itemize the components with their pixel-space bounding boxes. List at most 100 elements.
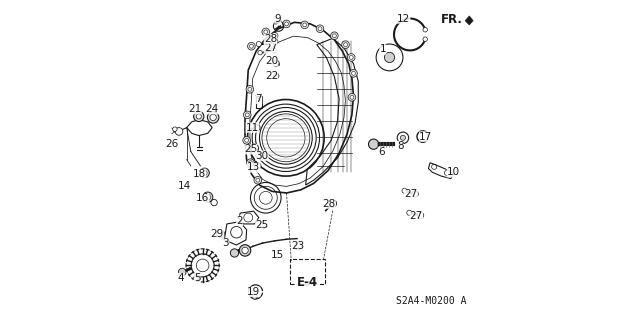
- Circle shape: [271, 33, 278, 39]
- Circle shape: [348, 54, 355, 61]
- Circle shape: [344, 43, 348, 47]
- Text: 26: 26: [165, 139, 179, 149]
- Circle shape: [251, 144, 259, 152]
- Circle shape: [256, 153, 262, 159]
- Circle shape: [250, 44, 253, 48]
- Circle shape: [283, 20, 291, 28]
- Text: 7: 7: [255, 94, 262, 104]
- Circle shape: [210, 114, 216, 121]
- Circle shape: [412, 191, 419, 197]
- Circle shape: [194, 111, 204, 122]
- Circle shape: [350, 95, 354, 99]
- Text: 24: 24: [205, 104, 219, 114]
- Polygon shape: [465, 16, 473, 25]
- Circle shape: [332, 34, 336, 38]
- Text: S2A4-M0200 A: S2A4-M0200 A: [396, 296, 467, 306]
- Circle shape: [173, 127, 177, 131]
- Circle shape: [271, 38, 278, 45]
- Text: 20: 20: [265, 56, 278, 66]
- Circle shape: [196, 114, 202, 119]
- Text: 9: 9: [275, 13, 281, 24]
- Circle shape: [401, 135, 406, 140]
- Circle shape: [273, 60, 279, 66]
- Text: 3: 3: [223, 238, 229, 248]
- Circle shape: [200, 168, 209, 178]
- Circle shape: [260, 222, 266, 228]
- Text: 23: 23: [292, 241, 305, 251]
- Text: 8: 8: [397, 141, 404, 151]
- Text: 18: 18: [193, 169, 206, 179]
- Circle shape: [369, 139, 379, 149]
- Circle shape: [285, 22, 289, 26]
- Circle shape: [402, 188, 407, 193]
- Circle shape: [407, 210, 412, 215]
- Circle shape: [385, 52, 395, 63]
- Circle shape: [349, 70, 357, 77]
- Text: 16: 16: [196, 193, 209, 204]
- Circle shape: [301, 21, 308, 29]
- Text: 5: 5: [194, 273, 200, 283]
- Circle shape: [207, 112, 219, 123]
- Circle shape: [179, 268, 186, 276]
- Circle shape: [349, 56, 353, 59]
- Circle shape: [244, 138, 248, 142]
- Circle shape: [205, 194, 211, 200]
- Circle shape: [417, 212, 424, 219]
- Circle shape: [316, 25, 324, 33]
- Text: 1: 1: [380, 44, 386, 55]
- Text: 6: 6: [378, 147, 385, 158]
- Circle shape: [217, 230, 224, 237]
- Circle shape: [245, 113, 249, 117]
- Circle shape: [242, 247, 248, 254]
- Text: 4: 4: [178, 273, 184, 283]
- Text: E-4: E-4: [297, 276, 318, 289]
- Text: 11: 11: [246, 122, 259, 133]
- Circle shape: [243, 137, 250, 144]
- Circle shape: [255, 163, 261, 169]
- Circle shape: [175, 128, 183, 135]
- Circle shape: [342, 41, 349, 48]
- Circle shape: [230, 249, 239, 257]
- Circle shape: [254, 176, 262, 184]
- Circle shape: [318, 27, 322, 31]
- Circle shape: [264, 30, 268, 34]
- Circle shape: [351, 71, 355, 75]
- Text: 12: 12: [397, 13, 410, 24]
- Text: 13: 13: [247, 162, 260, 173]
- Text: 25: 25: [255, 220, 269, 230]
- Text: 25: 25: [244, 144, 257, 154]
- Circle shape: [423, 27, 428, 32]
- Circle shape: [423, 37, 428, 41]
- Text: 27: 27: [410, 211, 423, 221]
- Text: 2: 2: [236, 216, 243, 226]
- Text: 30: 30: [255, 151, 269, 161]
- Text: 15: 15: [271, 249, 285, 260]
- Text: FR.: FR.: [441, 13, 463, 26]
- Circle shape: [248, 87, 252, 91]
- Circle shape: [246, 159, 254, 167]
- Circle shape: [248, 161, 252, 165]
- Circle shape: [256, 178, 260, 182]
- Circle shape: [329, 200, 337, 207]
- Text: 17: 17: [419, 131, 433, 142]
- Text: 27: 27: [264, 43, 277, 54]
- Text: 22: 22: [265, 71, 278, 81]
- Circle shape: [248, 42, 255, 50]
- Circle shape: [243, 111, 251, 119]
- Text: 19: 19: [247, 287, 260, 297]
- Text: 14: 14: [178, 181, 191, 191]
- Circle shape: [262, 28, 269, 36]
- Circle shape: [202, 170, 207, 175]
- Circle shape: [271, 48, 276, 53]
- Circle shape: [239, 245, 251, 256]
- Circle shape: [303, 23, 307, 27]
- Circle shape: [273, 73, 279, 79]
- Circle shape: [252, 294, 257, 299]
- Text: 28: 28: [323, 198, 335, 209]
- Circle shape: [256, 41, 261, 47]
- Text: 29: 29: [211, 228, 224, 239]
- Text: 27: 27: [404, 189, 417, 199]
- Text: 10: 10: [447, 167, 460, 177]
- Circle shape: [203, 192, 213, 202]
- Circle shape: [253, 124, 260, 131]
